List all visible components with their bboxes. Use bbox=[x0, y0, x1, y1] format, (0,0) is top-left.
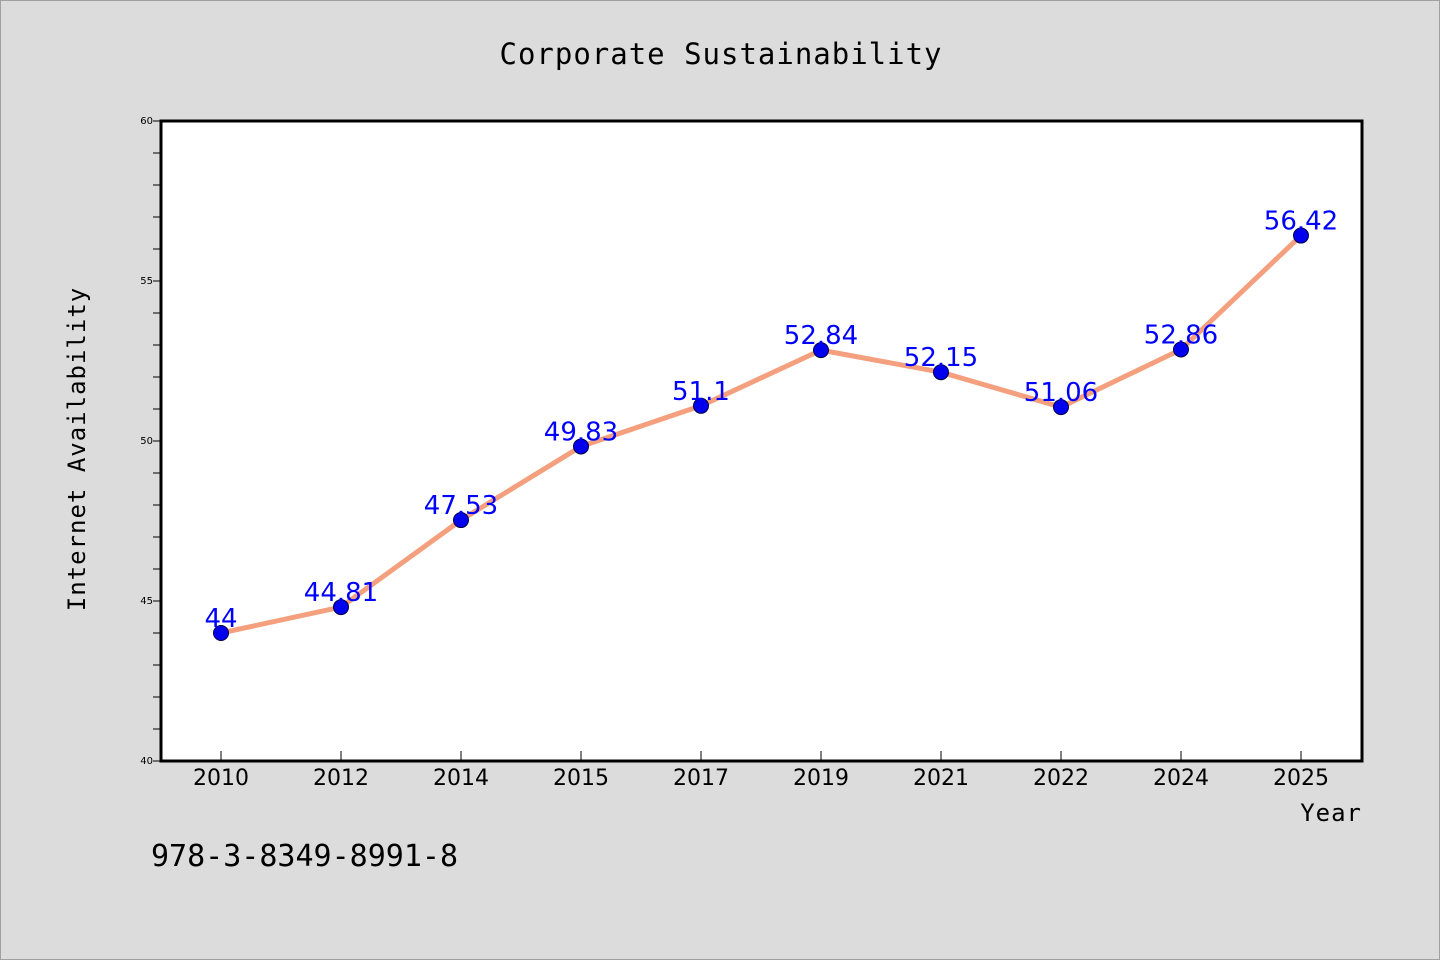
data-point bbox=[213, 625, 229, 641]
data-point bbox=[1293, 227, 1309, 244]
plot-area bbox=[159, 119, 1364, 763]
series-line bbox=[218, 233, 1304, 636]
data-label: 44 bbox=[204, 604, 237, 634]
chart-title: Corporate Sustainability bbox=[499, 37, 942, 71]
data-label: 49.83 bbox=[544, 417, 618, 447]
data-point bbox=[453, 512, 469, 529]
y-tick-label: 40 bbox=[140, 756, 153, 767]
data-point bbox=[573, 438, 589, 455]
data-point bbox=[813, 342, 829, 359]
data-point bbox=[693, 397, 709, 414]
x-axis-tick-labels: 2010 2012 2014 2015 2017 2019 2021 2022 2024 2025 bbox=[193, 766, 1329, 791]
y-axis-ticks bbox=[153, 120, 161, 762]
data-point bbox=[1053, 399, 1069, 416]
data-label: 51.06 bbox=[1024, 378, 1098, 408]
data-point bbox=[1173, 341, 1189, 358]
x-tick-label: 2012 bbox=[313, 766, 369, 791]
data-point bbox=[933, 364, 949, 381]
y-tick-label: 60 bbox=[140, 116, 153, 127]
x-tick-label: 2015 bbox=[553, 766, 609, 791]
x-axis-ticks bbox=[220, 751, 1302, 761]
x-tick-label: 2025 bbox=[1273, 766, 1329, 791]
isbn-text: 978-3-8349-8991-8 bbox=[151, 839, 458, 874]
x-tick-label: 2022 bbox=[1033, 766, 1089, 791]
x-tick-label: 2019 bbox=[793, 766, 849, 791]
x-axis-label: Year bbox=[1300, 799, 1362, 827]
data-point bbox=[333, 599, 349, 616]
x-tick-label: 2024 bbox=[1153, 766, 1209, 791]
data-label: 47.53 bbox=[424, 491, 498, 521]
data-label: 52.15 bbox=[904, 343, 978, 373]
data-label: 52.86 bbox=[1144, 320, 1218, 350]
data-label: 51.1 bbox=[672, 377, 730, 407]
x-tick-label: 2010 bbox=[193, 766, 249, 791]
x-tick-label: 2014 bbox=[433, 766, 489, 791]
data-label: 52.84 bbox=[784, 321, 858, 351]
data-label: 44.81 bbox=[304, 578, 378, 608]
y-axis-label: Internet Availability bbox=[63, 287, 91, 611]
y-tick-label: 55 bbox=[140, 276, 153, 287]
y-axis-tick-labels: 40 45 50 55 60 bbox=[140, 116, 153, 767]
x-tick-label: 2021 bbox=[913, 766, 969, 791]
x-tick-label: 2017 bbox=[673, 766, 729, 791]
y-tick-label: 50 bbox=[140, 436, 153, 447]
series-group bbox=[213, 227, 1309, 641]
y-tick-label: 45 bbox=[140, 596, 153, 607]
data-labels: 44 44.81 47.53 49.83 51.1 52.84 52.15 51.06 52.8… bbox=[204, 207, 1338, 634]
data-label: 56.42 bbox=[1264, 207, 1338, 237]
